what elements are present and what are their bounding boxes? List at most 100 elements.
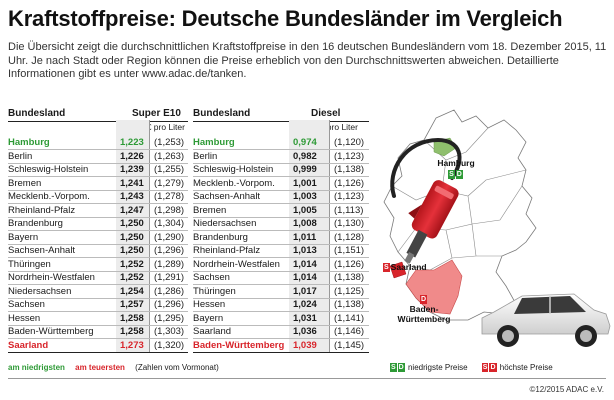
price-cell: 1,257 [120, 299, 144, 310]
car-icon [481, 293, 611, 347]
bundesland-cell: Baden-Württemberg [8, 326, 94, 337]
table-row: Hamburg 0,974 (1,120) [193, 136, 369, 150]
price-cell: 1,005 [293, 204, 317, 216]
subheader: Preis in € pro Liter [116, 122, 185, 132]
fuel-nozzle-icon [404, 180, 459, 264]
price-cell: 1,036 [293, 326, 317, 337]
table-row: Thüringen 1,252 (1,289) [8, 258, 188, 272]
previous-price-cell: (1,286) [154, 285, 185, 297]
price-cell: 1,031 [293, 312, 317, 324]
table-row: Nordrhein-Westfalen 1,014 (1,126) [193, 258, 369, 272]
table-row: Mecklenb.-Vorpom. 1,243 (1,278) [8, 190, 188, 204]
previous-price-cell: (1,126) [334, 177, 365, 189]
previous-price-cell: (1,123) [334, 150, 365, 162]
bundesland-cell: Saarland [193, 326, 232, 337]
table-row: Brandenburg 1,250 (1,304) [8, 217, 188, 231]
price-cell: 1,011 [293, 231, 317, 243]
legend-high: am teuersten [75, 363, 125, 372]
bundesland-cell: Mecklenb.-Vorpom. [8, 191, 90, 202]
price-cell: 1,039 [293, 339, 317, 351]
table-row: Niedersachsen 1,254 (1,286) [8, 285, 188, 299]
bundesland-cell: Hessen [8, 312, 41, 324]
table-row: Baden-Württemberg 1,039 (1,145) [193, 339, 369, 353]
col-header-land: Bundesland [8, 108, 66, 119]
price-cell: 1,273 [120, 339, 144, 351]
table-row: Rheinland-Pfalz 1,247 (1,298) [8, 204, 188, 218]
bundesland-cell: Bremen [193, 204, 227, 216]
previous-price-cell: (1,138) [334, 272, 365, 283]
previous-price-cell: (1,138) [334, 299, 365, 310]
price-cell: 1,017 [293, 285, 317, 297]
price-cell: 1,252 [120, 272, 144, 283]
price-cell: 0,999 [293, 164, 317, 175]
table-row: Schleswig-Holstein 0,999 (1,138) [193, 163, 369, 177]
legend-low-prices: niedrigste Preise [407, 363, 468, 372]
table-row: Thüringen 1,017 (1,125) [193, 285, 369, 299]
previous-price-cell: (1,279) [154, 177, 185, 189]
bundesland-cell: Rheinland-Pfalz [8, 204, 76, 216]
price-cell: 1,250 [120, 245, 144, 256]
legend-low: am niedrigsten [8, 363, 65, 372]
legend: am niedrigsten am teuersten (Zahlen vom … [8, 363, 227, 372]
bundesland-cell: Rheinland-Pfalz [193, 245, 261, 256]
bundesland-cell: Niedersachsen [193, 218, 257, 229]
col-header-fuel: Diesel [311, 108, 341, 119]
bundesland-cell: Sachsen-Anhalt [193, 191, 261, 202]
bundesland-cell: Hamburg [8, 137, 50, 148]
previous-price-cell: (1,278) [154, 191, 185, 202]
price-cell: 1,241 [120, 177, 144, 189]
bundesland-cell: Sachsen [8, 299, 45, 310]
previous-price-cell: (1,130) [334, 218, 365, 229]
table-row: Baden-Württemberg 1,258 (1,303) [8, 325, 188, 339]
bundesland-cell: Sachsen-Anhalt [8, 245, 76, 256]
page-title: Kraftstoffpreise: Deutsche Bundesländer … [8, 6, 563, 31]
price-cell: 1,223 [120, 137, 144, 148]
table-row: Saarland 1,036 (1,146) [193, 325, 369, 339]
bundesland-cell: Nordrhein-Westfalen [8, 272, 95, 283]
legend-note: (Zahlen vom Vormonat) [135, 363, 219, 372]
price-cell: 1,254 [120, 285, 144, 297]
col-header-land: Bundesland [193, 108, 251, 119]
table-row: Schleswig-Holstein 1,239 (1,255) [8, 163, 188, 177]
previous-price-cell: (1,290) [154, 231, 185, 243]
table-row: Saarland 1,273 (1,320) [8, 339, 188, 353]
table-row: Berlin 0,982 (1,123) [193, 150, 369, 164]
previous-price-cell: (1,263) [154, 150, 185, 162]
price-cell: 1,024 [293, 299, 317, 310]
previous-price-cell: (1,296) [154, 299, 185, 310]
bundesland-cell: Schleswig-Holstein [8, 164, 89, 175]
previous-price-cell: (1,120) [334, 137, 365, 148]
previous-price-cell: (1,145) [334, 339, 365, 351]
table-row: Sachsen-Anhalt 1,250 (1,296) [8, 244, 188, 258]
previous-price-cell: (1,253) [154, 137, 185, 148]
previous-price-cell: (1,128) [334, 231, 365, 243]
bundesland-cell: Hamburg [193, 137, 235, 148]
badge-super: S [448, 170, 455, 180]
fuel-hose [390, 137, 462, 198]
intro-text: Die Übersicht zeigt die durchschnittlich… [8, 41, 607, 80]
badge-diesel: D [419, 295, 428, 305]
price-cell: 1,239 [120, 164, 144, 175]
table-row: Niedersachsen 1,008 (1,130) [193, 217, 369, 231]
previous-price-cell: (1,298) [154, 204, 185, 216]
table-row: Berlin 1,226 (1,263) [8, 150, 188, 164]
bundesland-cell: Baden-Württemberg [193, 339, 285, 351]
table-row: Sachsen-Anhalt 1,003 (1,123) [193, 190, 369, 204]
bundesland-cell: Berlin [8, 150, 33, 162]
table-row: Sachsen 1,014 (1,138) [193, 271, 369, 285]
bundesland-cell: Niedersachsen [8, 285, 72, 297]
previous-price-cell: (1,320) [154, 339, 185, 351]
copyright: ©12/2015 ADAC e.V. [529, 385, 604, 394]
table-row: Bayern 1,031 (1,141) [193, 312, 369, 326]
previous-price-cell: (1,255) [154, 164, 185, 175]
bundesland-cell: Nordrhein-Westfalen [193, 258, 280, 270]
bundesland-cell: Schleswig-Holstein [193, 164, 274, 175]
previous-price-cell: (1,126) [334, 258, 365, 270]
table-row: Brandenburg 1,011 (1,128) [193, 231, 369, 245]
previous-price-cell: (1,296) [154, 245, 185, 256]
badge-super: S [383, 263, 390, 273]
table-row: Bremen 1,005 (1,113) [193, 204, 369, 218]
price-cell: 1,226 [120, 150, 144, 162]
